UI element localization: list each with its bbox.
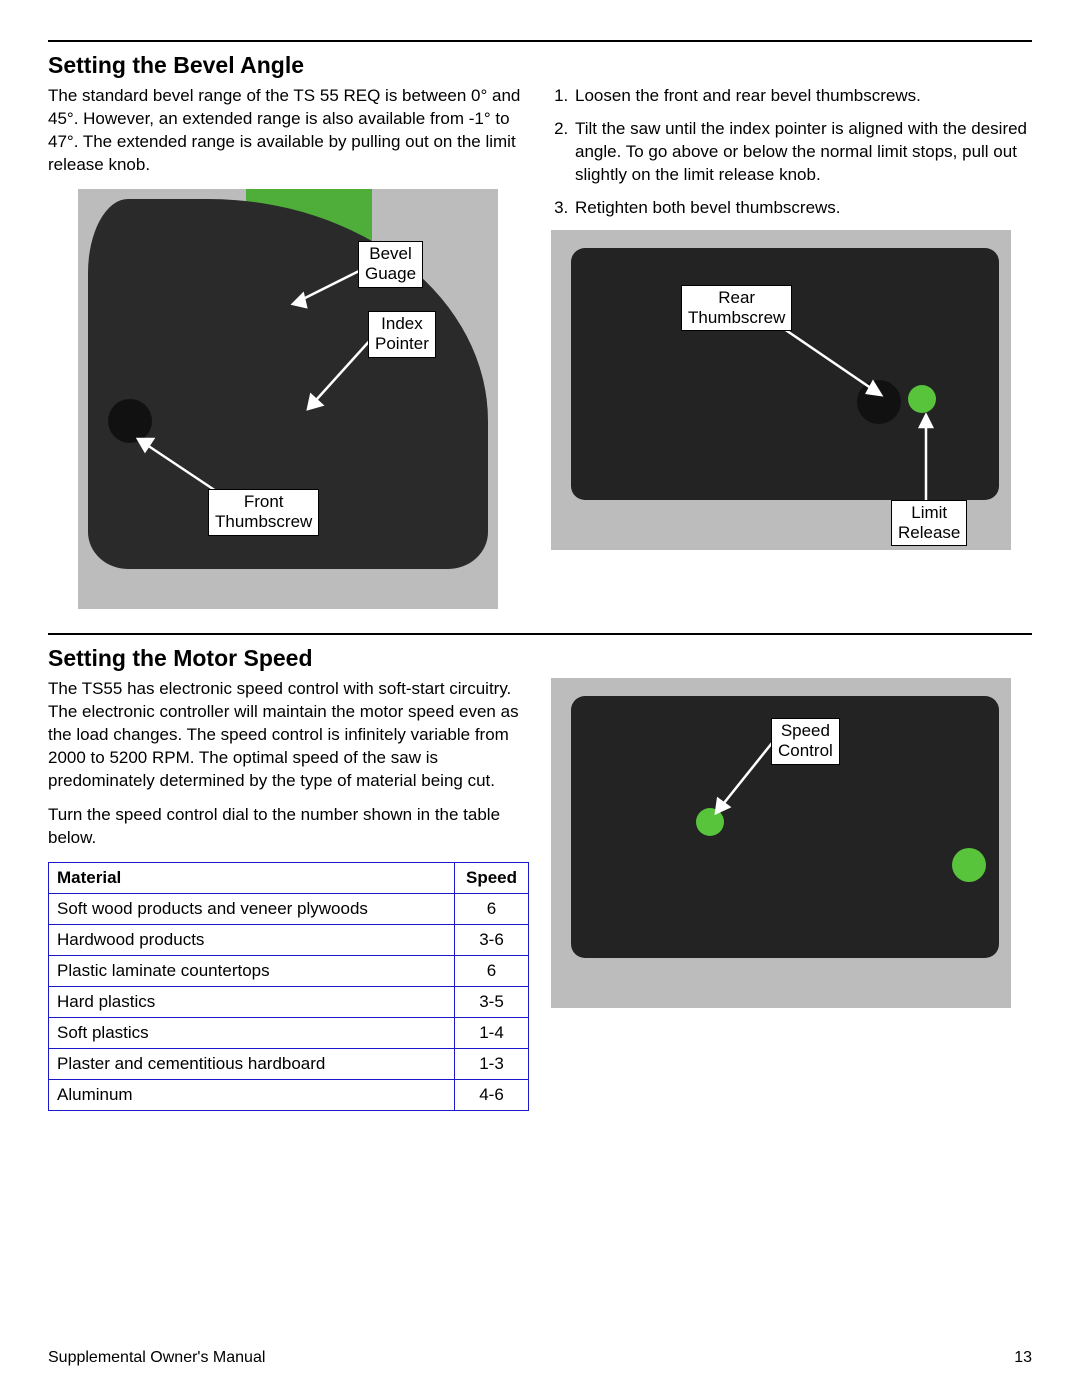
speed-left-col: The TS55 has electronic speed control wi… bbox=[48, 678, 529, 1112]
table-row: Aluminum4-6 bbox=[49, 1080, 529, 1111]
label-bevel-guage: Bevel Guage bbox=[358, 241, 423, 288]
table-row: Soft plastics1-4 bbox=[49, 1018, 529, 1049]
speed-columns: The TS55 has electronic speed control wi… bbox=[48, 678, 1032, 1112]
table-header-row: Material Speed bbox=[49, 863, 529, 894]
speed-table: Material Speed Soft wood products and ve… bbox=[48, 862, 529, 1111]
table-row: Hardwood products3-6 bbox=[49, 925, 529, 956]
speed-right-col: Speed Control bbox=[551, 678, 1032, 1112]
table-row: Soft wood products and veneer plywoods6 bbox=[49, 894, 529, 925]
bevel-step-3: Retighten both bevel thumbscrews. bbox=[573, 197, 1032, 220]
page-footer: Supplemental Owner's Manual 13 bbox=[48, 1349, 1032, 1367]
arrow-front-thumbscrew bbox=[78, 189, 498, 609]
heading-bevel: Setting the Bevel Angle bbox=[48, 52, 1032, 79]
rule-mid bbox=[48, 633, 1032, 635]
photo-speed-control: Speed Control bbox=[551, 678, 1011, 1008]
bevel-right-col: Loosen the front and rear bevel thumbscr… bbox=[551, 85, 1032, 609]
label-rear-thumbscrew: Rear Thumbscrew bbox=[681, 285, 792, 332]
footer-page: 13 bbox=[1014, 1349, 1032, 1367]
table-row: Plastic laminate countertops6 bbox=[49, 956, 529, 987]
table-row: Hard plastics3-5 bbox=[49, 987, 529, 1018]
label-limit-release: Limit Release bbox=[891, 500, 967, 547]
col-speed: Speed bbox=[455, 863, 529, 894]
rule-top bbox=[48, 40, 1032, 42]
speed-para-2: Turn the speed control dial to the numbe… bbox=[48, 804, 529, 850]
footer-title: Supplemental Owner's Manual bbox=[48, 1349, 265, 1367]
bevel-step-2: Tilt the saw until the index pointer is … bbox=[573, 118, 1032, 187]
bevel-intro: The standard bevel range of the TS 55 RE… bbox=[48, 85, 529, 177]
col-material: Material bbox=[49, 863, 455, 894]
speed-para-1: The TS55 has electronic speed control wi… bbox=[48, 678, 529, 793]
bevel-columns: The standard bevel range of the TS 55 RE… bbox=[48, 85, 1032, 609]
label-speed-control: Speed Control bbox=[771, 718, 840, 765]
photo-bevel-rear: Rear Thumbscrew Limit Release bbox=[551, 230, 1011, 550]
label-index-pointer: Index Pointer bbox=[368, 311, 436, 358]
bevel-left-col: The standard bevel range of the TS 55 RE… bbox=[48, 85, 529, 609]
table-row: Plaster and cementitious hardboard1-3 bbox=[49, 1049, 529, 1080]
heading-motor-speed: Setting the Motor Speed bbox=[48, 645, 1032, 672]
label-front-thumbscrew: Front Thumbscrew bbox=[208, 489, 319, 536]
bevel-step-1: Loosen the front and rear bevel thumbscr… bbox=[573, 85, 1032, 108]
bevel-steps: Loosen the front and rear bevel thumbscr… bbox=[551, 85, 1032, 220]
photo-bevel-front: Bevel Guage Index Pointer Front Thumbscr… bbox=[78, 189, 498, 609]
